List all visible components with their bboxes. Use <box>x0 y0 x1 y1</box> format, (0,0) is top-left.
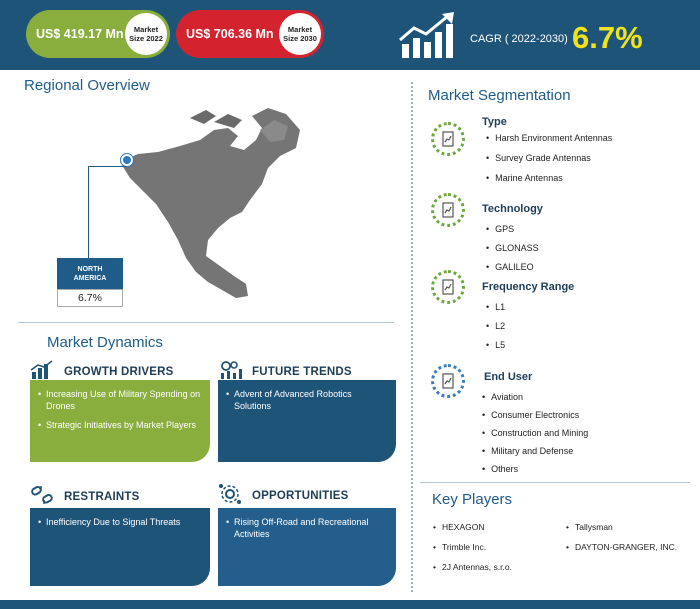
section-divider <box>18 322 394 323</box>
future-trends-title: FUTURE TRENDS <box>252 366 352 378</box>
opportunities-card: Rising Off-Road and Recreational Activit… <box>218 508 396 586</box>
key-player-item: HEXAGON <box>433 522 485 532</box>
key-player-item: DAYTON-GRANGER, INC. <box>566 542 677 552</box>
opportunity-item: Rising Off-Road and Recreational Activit… <box>226 516 388 540</box>
segment-frequency-item: L1 <box>486 302 505 312</box>
segment-type-item: Harsh Environment Antennas <box>486 133 612 143</box>
regional-overview-title: Regional Overview <box>24 77 150 94</box>
market-size-2022-label-2: Size 2022 <box>129 34 163 43</box>
opportunities-title: OPPORTUNITIES <box>252 490 349 502</box>
column-divider <box>411 82 413 592</box>
restraints-card: Inefficiency Due to Signal Threats <box>30 508 210 586</box>
market-size-2030-label-1: Market <box>287 25 313 34</box>
segment-technology-title: Technology <box>482 203 543 215</box>
segment-technology-item: GLONASS <box>486 243 539 253</box>
marker-leader-vertical <box>88 166 89 258</box>
segment-technology-item: GALILEO <box>486 262 534 272</box>
key-player-item: Tallysman <box>566 522 613 532</box>
market-size-2030-pill: US$ 706.36 Mn Market Size 2030 <box>176 10 324 58</box>
restraints-title: RESTRAINTS <box>64 491 140 503</box>
segment-frequency-title: Frequency Range <box>482 281 575 293</box>
document-chart-icon <box>431 122 465 156</box>
key-player-item: Trimble Inc. <box>433 542 486 552</box>
segment-technology-item: GPS <box>486 224 514 234</box>
growth-driver-item: Increasing Use of Military Spending on D… <box>38 388 202 412</box>
segment-end-user-item: Military and Defense <box>482 446 573 456</box>
future-trends-card: Advent of Advanced Robotics Solutions <box>218 380 396 462</box>
segment-end-user-item: Consumer Electronics <box>482 410 579 420</box>
growth-drivers-title: GROWTH DRIVERS <box>64 366 174 378</box>
section-divider <box>420 482 690 483</box>
north-america-map <box>110 100 310 310</box>
broken-link-icon <box>30 484 54 511</box>
segment-type-item: Survey Grade Antennas <box>486 153 591 163</box>
market-size-2030-badge: Market Size 2030 <box>279 13 321 55</box>
document-chart-icon <box>431 193 465 227</box>
growth-drivers-card: Increasing Use of Military Spending on D… <box>30 380 210 462</box>
market-size-2030-value: US$ 706.36 Mn <box>186 27 274 41</box>
region-label: NORTH AMERICA <box>57 258 123 289</box>
restraint-item: Inefficiency Due to Signal Threats <box>38 516 202 528</box>
market-segmentation-title: Market Segmentation <box>428 87 571 104</box>
marker-leader-horizontal <box>88 166 126 167</box>
market-size-2022-pill: US$ 419.17 Mn Market Size 2022 <box>26 10 170 58</box>
segment-end-user-title: End User <box>484 371 533 383</box>
document-chart-icon <box>431 364 465 398</box>
future-trend-item: Advent of Advanced Robotics Solutions <box>226 388 388 412</box>
region-label-line-2: AMERICA <box>73 274 107 282</box>
market-dynamics-title: Market Dynamics <box>47 334 163 351</box>
bar-chart-icon <box>30 360 54 385</box>
segment-end-user-item: Others <box>482 464 518 474</box>
segment-type-item: Marine Antennas <box>486 173 563 183</box>
segment-type-title: Type <box>482 116 507 128</box>
growth-driver-item: Strategic Initiatives by Market Players <box>38 419 202 431</box>
gear-network-icon <box>218 483 242 510</box>
footer-bar <box>0 600 700 609</box>
market-size-2022-value: US$ 419.17 Mn <box>36 27 124 41</box>
cagr-label: CAGR ( 2022-2030) <box>470 33 568 45</box>
location-marker-icon <box>121 154 133 166</box>
growth-chart-icon <box>398 12 460 65</box>
trend-gears-icon <box>218 360 244 385</box>
cagr-value: 6.7% <box>572 20 643 55</box>
key-player-item: 2J Antennas, s.r.o. <box>433 562 512 572</box>
market-size-2030-label-2: Size 2030 <box>283 34 317 43</box>
segment-end-user-item: Aviation <box>482 392 523 402</box>
region-label-line-1: NORTH <box>77 265 103 273</box>
document-chart-icon <box>431 270 465 304</box>
segment-frequency-item: L5 <box>486 340 505 350</box>
market-size-2022-badge: Market Size 2022 <box>125 13 167 55</box>
key-players-title: Key Players <box>432 491 513 508</box>
segment-frequency-item: L2 <box>486 321 505 331</box>
market-size-2022-label-1: Market <box>133 25 159 34</box>
segment-end-user-item: Construction and Mining <box>482 428 588 438</box>
region-cagr-value: 6.7% <box>57 289 123 307</box>
